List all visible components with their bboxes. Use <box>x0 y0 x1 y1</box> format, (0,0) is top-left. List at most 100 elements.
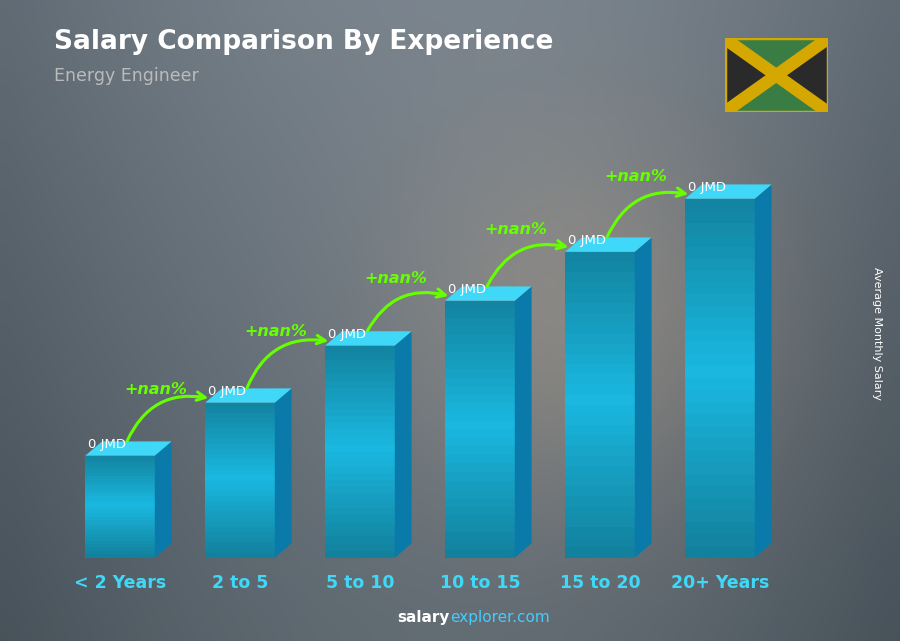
Polygon shape <box>325 409 395 416</box>
Polygon shape <box>86 531 155 534</box>
Polygon shape <box>685 474 755 486</box>
Polygon shape <box>325 452 395 459</box>
Polygon shape <box>446 318 515 326</box>
Polygon shape <box>325 381 395 388</box>
Polygon shape <box>446 287 532 301</box>
Polygon shape <box>565 404 634 415</box>
Polygon shape <box>446 540 515 549</box>
Polygon shape <box>325 423 395 430</box>
Polygon shape <box>205 506 274 511</box>
Polygon shape <box>446 412 515 420</box>
Polygon shape <box>325 345 395 353</box>
Text: 0 JMD: 0 JMD <box>87 438 126 451</box>
Polygon shape <box>565 252 634 262</box>
Polygon shape <box>86 483 155 487</box>
Polygon shape <box>685 438 755 450</box>
Text: +nan%: +nan% <box>245 324 308 340</box>
Polygon shape <box>205 517 274 522</box>
Polygon shape <box>565 385 634 394</box>
Text: +nan%: +nan% <box>484 222 547 237</box>
Polygon shape <box>205 470 274 475</box>
Polygon shape <box>155 442 172 558</box>
Polygon shape <box>724 38 828 76</box>
Text: 0 JMD: 0 JMD <box>328 328 365 340</box>
Text: explorer.com: explorer.com <box>450 610 550 625</box>
Polygon shape <box>685 283 755 294</box>
Polygon shape <box>325 494 395 501</box>
Polygon shape <box>446 524 515 532</box>
Polygon shape <box>685 258 755 271</box>
Polygon shape <box>685 319 755 330</box>
Polygon shape <box>685 522 755 534</box>
Polygon shape <box>86 490 155 493</box>
Polygon shape <box>205 495 274 501</box>
Polygon shape <box>86 513 155 517</box>
Polygon shape <box>565 364 634 374</box>
Polygon shape <box>565 354 634 364</box>
Polygon shape <box>446 335 515 344</box>
Polygon shape <box>325 331 411 345</box>
Polygon shape <box>325 508 395 515</box>
Polygon shape <box>325 360 395 367</box>
Polygon shape <box>205 485 274 490</box>
Polygon shape <box>325 537 395 544</box>
Polygon shape <box>325 480 395 487</box>
Polygon shape <box>565 517 634 527</box>
Polygon shape <box>86 493 155 497</box>
Polygon shape <box>685 222 755 235</box>
Polygon shape <box>205 542 274 547</box>
Polygon shape <box>325 487 395 494</box>
Polygon shape <box>565 506 634 517</box>
Polygon shape <box>446 301 515 309</box>
Polygon shape <box>325 473 395 480</box>
Polygon shape <box>685 510 755 522</box>
Polygon shape <box>205 460 274 465</box>
Polygon shape <box>205 480 274 485</box>
Polygon shape <box>685 342 755 354</box>
Polygon shape <box>205 537 274 542</box>
Polygon shape <box>565 292 634 303</box>
Polygon shape <box>86 472 155 476</box>
Polygon shape <box>205 553 274 558</box>
Text: Energy Engineer: Energy Engineer <box>54 67 199 85</box>
Polygon shape <box>205 439 274 444</box>
Polygon shape <box>205 418 274 423</box>
Polygon shape <box>205 532 274 537</box>
Polygon shape <box>724 38 776 112</box>
Polygon shape <box>446 309 515 318</box>
Polygon shape <box>685 271 755 283</box>
Polygon shape <box>274 388 292 558</box>
Polygon shape <box>205 403 274 408</box>
Polygon shape <box>325 367 395 374</box>
Polygon shape <box>86 466 155 469</box>
Polygon shape <box>685 462 755 474</box>
Polygon shape <box>86 456 155 459</box>
Polygon shape <box>446 532 515 540</box>
Polygon shape <box>205 434 274 439</box>
Polygon shape <box>325 501 395 508</box>
Polygon shape <box>205 449 274 454</box>
Polygon shape <box>86 520 155 524</box>
Polygon shape <box>86 506 155 510</box>
Polygon shape <box>446 463 515 472</box>
Polygon shape <box>205 454 274 460</box>
Polygon shape <box>565 476 634 487</box>
Polygon shape <box>446 497 515 506</box>
Text: 0 JMD: 0 JMD <box>568 234 606 247</box>
Polygon shape <box>325 551 395 558</box>
Polygon shape <box>325 388 395 395</box>
Polygon shape <box>685 450 755 462</box>
Polygon shape <box>325 430 395 437</box>
Polygon shape <box>325 402 395 409</box>
Polygon shape <box>325 459 395 466</box>
Polygon shape <box>86 510 155 513</box>
Polygon shape <box>86 479 155 483</box>
Polygon shape <box>685 247 755 258</box>
Polygon shape <box>86 500 155 503</box>
Polygon shape <box>565 323 634 333</box>
Polygon shape <box>565 487 634 497</box>
Polygon shape <box>205 428 274 434</box>
Polygon shape <box>446 352 515 361</box>
Polygon shape <box>446 387 515 395</box>
Text: +nan%: +nan% <box>364 271 427 287</box>
